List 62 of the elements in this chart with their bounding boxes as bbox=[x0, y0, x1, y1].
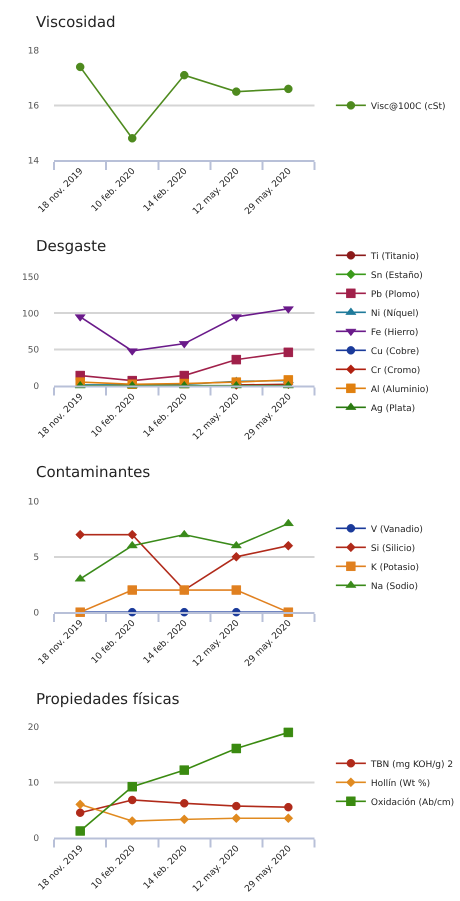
chart-title: Contaminantes bbox=[36, 463, 150, 481]
point bbox=[76, 62, 84, 72]
point bbox=[232, 354, 242, 364]
legend-label: Sn (Estaño) bbox=[370, 270, 423, 281]
point bbox=[232, 813, 242, 824]
point bbox=[284, 802, 293, 812]
chart-title: Desgaste bbox=[36, 237, 106, 255]
point bbox=[128, 796, 136, 804]
point bbox=[75, 826, 85, 836]
y-tick-label: 20 bbox=[28, 723, 40, 734]
chart-title: Viscosidad bbox=[36, 13, 116, 31]
point bbox=[284, 84, 293, 94]
legend-label: V (Vanadio) bbox=[370, 524, 423, 535]
legend-label: Visc@100C (cSt) bbox=[370, 102, 446, 112]
point bbox=[75, 800, 85, 810]
point bbox=[179, 814, 190, 824]
point bbox=[180, 799, 189, 808]
point bbox=[284, 813, 294, 824]
y-tick-label: 0 bbox=[33, 608, 40, 618]
legend-label: Hollín (Wt %) bbox=[370, 778, 430, 789]
point bbox=[232, 87, 241, 96]
legend-label: Cu (Cobre) bbox=[370, 346, 420, 357]
point bbox=[127, 816, 138, 826]
legend-label: Ag (Plata) bbox=[370, 404, 416, 414]
chart-title: Propiedades físicas bbox=[36, 690, 180, 708]
legend-label: Pb (Plomo) bbox=[370, 290, 420, 300]
legend-label: Na (Sodio) bbox=[370, 582, 418, 592]
legend-label: Si (Silicio) bbox=[370, 544, 416, 554]
y-tick-label: 5 bbox=[33, 552, 40, 563]
y-tick-label: 16 bbox=[28, 102, 40, 112]
y-tick-label: 0 bbox=[33, 382, 40, 392]
point bbox=[284, 348, 294, 358]
point bbox=[75, 530, 85, 540]
point bbox=[180, 765, 190, 775]
point bbox=[284, 540, 294, 551]
point bbox=[127, 585, 137, 595]
y-tick-label: 50 bbox=[28, 346, 40, 356]
point bbox=[76, 808, 84, 817]
legend-label: Fe (Hierro) bbox=[370, 328, 418, 338]
point bbox=[232, 744, 242, 754]
legend-label: Al (Aluminio) bbox=[370, 384, 429, 395]
y-tick-label: 0 bbox=[33, 834, 40, 844]
y-tick-label: 14 bbox=[28, 156, 40, 166]
legend-label: TBN (mg KOH/g) 2 bbox=[370, 760, 454, 770]
y-tick-label: 150 bbox=[22, 273, 40, 284]
point bbox=[284, 728, 294, 738]
point bbox=[232, 802, 241, 810]
legend-label: Cr (Cromo) bbox=[370, 366, 420, 376]
point bbox=[232, 552, 242, 562]
y-tick-label: 10 bbox=[28, 498, 40, 508]
point bbox=[127, 782, 137, 792]
point bbox=[232, 585, 242, 595]
legend-label: K (Potasio) bbox=[370, 562, 420, 573]
legend-label: Oxidación (Ab/cm) bbox=[370, 796, 454, 808]
legend-label: Ni (Níquel) bbox=[370, 308, 419, 319]
point bbox=[127, 530, 138, 540]
y-tick-label: 100 bbox=[22, 309, 40, 320]
point bbox=[128, 134, 136, 143]
legend-label: Ti (Titanio) bbox=[370, 252, 419, 262]
y-tick-label: 10 bbox=[28, 778, 40, 788]
point bbox=[180, 70, 189, 80]
y-tick-label: 18 bbox=[28, 46, 40, 57]
